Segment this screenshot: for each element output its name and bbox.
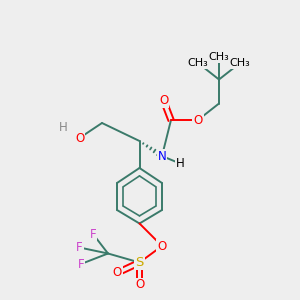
- Text: O: O: [159, 94, 168, 107]
- Text: F: F: [76, 241, 83, 254]
- Text: N: N: [158, 149, 166, 163]
- Text: F: F: [78, 257, 84, 271]
- Text: F: F: [90, 227, 96, 241]
- Text: S: S: [135, 256, 144, 269]
- Text: O: O: [75, 131, 84, 145]
- Text: O: O: [112, 266, 122, 280]
- Text: CH₃: CH₃: [230, 58, 250, 68]
- Text: O: O: [158, 239, 166, 253]
- Text: O: O: [194, 113, 202, 127]
- Text: H: H: [58, 121, 68, 134]
- Text: CH₃: CH₃: [208, 52, 230, 62]
- Text: O: O: [135, 278, 144, 292]
- Text: H: H: [176, 157, 184, 170]
- Text: CH₃: CH₃: [188, 58, 208, 68]
